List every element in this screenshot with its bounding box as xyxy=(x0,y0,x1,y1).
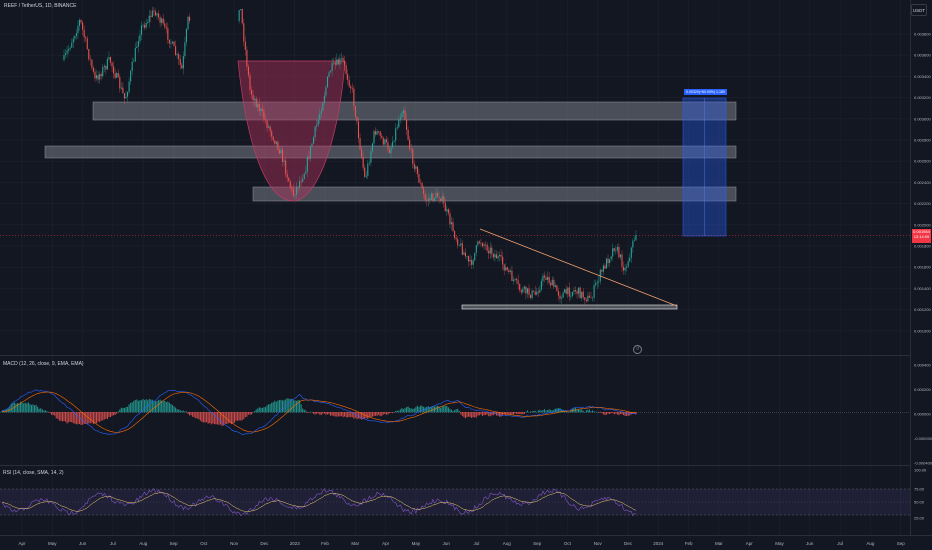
bar-countdown: 13:14:09 xyxy=(913,234,930,239)
current-price-label: 0.001984 13:14:09 xyxy=(912,229,931,243)
time-label: Oct xyxy=(200,541,208,546)
time-label: Sep xyxy=(897,541,906,546)
macd-histogram xyxy=(1,398,637,426)
time-label: Jul xyxy=(110,541,116,546)
time-label: Aug xyxy=(503,541,512,546)
rsi-tick: 100.00 xyxy=(914,468,927,473)
price-tick: 0.002400 xyxy=(914,180,931,185)
time-label: Dec xyxy=(624,541,633,546)
price-tick: 0.003600 xyxy=(914,53,931,58)
price-tick: 0.003000 xyxy=(914,116,931,121)
rsi-legend[interactable]: RSI (14, close, SMA, 14, 2) xyxy=(3,470,64,476)
grid-lines xyxy=(0,0,910,535)
symbol-title[interactable]: REEF / TetherUS, 1D, BINANCE xyxy=(4,3,77,9)
macd-tick: -0.000400 xyxy=(914,461,932,466)
support-zone[interactable] xyxy=(461,304,678,310)
price-tick: 0.002600 xyxy=(914,159,931,164)
rsi-ma-line xyxy=(1,492,637,513)
current-price-value: 0.001984 xyxy=(913,229,930,234)
time-label: Sep xyxy=(533,541,542,546)
rsi-line xyxy=(1,488,636,517)
price-tick: 0.003200 xyxy=(914,95,931,100)
rsi-tick: 50.00 xyxy=(914,500,925,505)
price-tick: 0.001600 xyxy=(914,265,931,270)
descending-trendline[interactable] xyxy=(479,228,678,307)
time-axis[interactable]: Apr May Jun Jul Aug Sep Oct Nov Dec 2023 Feb Mar Apr… xyxy=(18,541,905,546)
time-label: Feb xyxy=(685,541,693,546)
time-label: May xyxy=(775,541,784,546)
resistance-zone-3[interactable] xyxy=(252,186,737,202)
rsi-axis[interactable]: 100.00 75.00 50.00 25.00 xyxy=(914,468,927,521)
time-label: May xyxy=(48,541,57,546)
price-tick: 0.001000 xyxy=(914,328,931,333)
price-tick: 0.003400 xyxy=(914,74,931,79)
time-label: Jun xyxy=(79,541,87,546)
time-label: Dec xyxy=(260,541,269,546)
time-label: May xyxy=(412,541,421,546)
time-label: Apr xyxy=(746,541,754,546)
price-tick: 0.001400 xyxy=(914,286,931,291)
time-label: 2024 xyxy=(653,541,664,546)
replay-icon[interactable]: ↺ xyxy=(633,345,642,354)
rsi-tick: 25.00 xyxy=(914,516,925,521)
rsi-band xyxy=(0,489,910,515)
time-label: Aug xyxy=(139,541,148,546)
time-label: Jun xyxy=(443,541,451,546)
cup-pattern[interactable] xyxy=(237,60,346,202)
signal-line xyxy=(1,391,636,433)
currency-badge[interactable]: USDT xyxy=(911,4,927,16)
time-label: Oct xyxy=(564,541,572,546)
price-axis[interactable]: 0.003800 0.003600 0.003400 0.003200 0.003000… xyxy=(914,32,931,334)
time-label: 2023 xyxy=(290,541,301,546)
macd-tick: 0.000200 xyxy=(914,387,931,392)
time-label: Nov xyxy=(230,541,239,546)
macd-tick: 0.000000 xyxy=(914,412,931,417)
time-label: Feb xyxy=(321,541,329,546)
time-label: Aug xyxy=(866,541,875,546)
macd-legend[interactable]: MACD (12, 26, close, 9, EMA, EMA) xyxy=(3,361,84,367)
time-label: Jul xyxy=(837,541,843,546)
time-label: Sep xyxy=(169,541,178,546)
time-label: Mar xyxy=(715,541,723,546)
time-label: Mar xyxy=(351,541,359,546)
price-tick: 0.002200 xyxy=(914,201,931,206)
time-label: Jul xyxy=(474,541,480,546)
macd-axis[interactable]: 0.000400 0.000200 0.000000 -0.000200 -0.0004… xyxy=(914,363,932,466)
macd-tick: 0.000400 xyxy=(914,363,931,368)
price-tick: 0.001800 xyxy=(914,244,931,249)
target-label: 0.00320(+60.00%) 1,189 xyxy=(684,89,727,95)
macd-tick: -0.000200 xyxy=(914,436,932,441)
time-label: Jun xyxy=(806,541,814,546)
price-tick: 0.001200 xyxy=(914,307,931,312)
time-label: Apr xyxy=(18,541,26,546)
rsi-tick: 75.00 xyxy=(914,487,925,492)
price-tick: 0.002800 xyxy=(914,138,931,143)
time-label: Apr xyxy=(382,541,390,546)
price-tick: 0.002000 xyxy=(914,222,931,227)
price-tick: 0.003800 xyxy=(914,32,931,37)
price-candles xyxy=(63,6,637,306)
resistance-zone-1[interactable] xyxy=(92,101,737,121)
time-label: Nov xyxy=(594,541,603,546)
